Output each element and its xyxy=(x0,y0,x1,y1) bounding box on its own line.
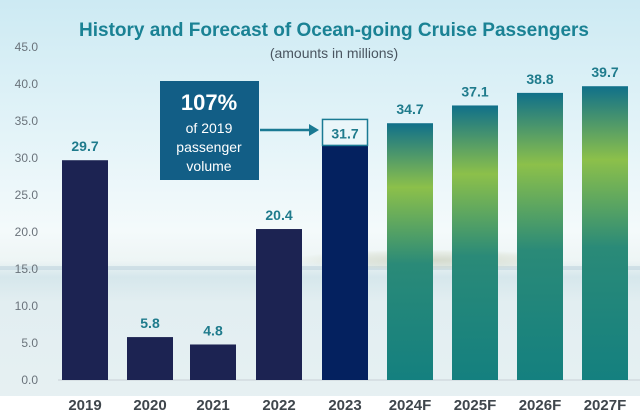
bar-2021 xyxy=(190,344,236,380)
x-tick-label: 2024F xyxy=(389,397,432,414)
y-tick-label: 45.0 xyxy=(15,40,39,54)
callout-arrow-head xyxy=(309,124,319,136)
bar-2023 xyxy=(322,145,368,380)
bar-2026F xyxy=(517,92,563,380)
x-tick-label: 2020 xyxy=(133,397,166,414)
callout-annotation: 107% of 2019 passenger volume xyxy=(160,81,319,180)
y-tick-label: 5.0 xyxy=(21,336,38,350)
x-tick-label: 2021 xyxy=(196,397,229,414)
x-tick-label: 2025F xyxy=(454,397,497,414)
y-tick-label: 25.0 xyxy=(15,188,39,202)
y-tick-label: 40.0 xyxy=(15,77,39,91)
x-tick-label: 2023 xyxy=(328,397,361,414)
bar-2024F xyxy=(387,123,433,380)
x-tick-label: 2022 xyxy=(262,397,295,414)
x-tick-label: 2026F xyxy=(519,397,562,414)
bars xyxy=(62,86,628,381)
value-label: 34.7 xyxy=(396,101,423,117)
chart-subtitle: (amounts in millions) xyxy=(270,45,398,61)
bar-2022 xyxy=(256,229,302,380)
value-label: 39.7 xyxy=(591,64,618,80)
value-label: 20.4 xyxy=(265,207,292,223)
y-tick-label: 10.0 xyxy=(15,299,39,313)
chart-title: History and Forecast of Ocean-going Crui… xyxy=(79,20,589,41)
bar-2027F xyxy=(582,86,628,380)
y-tick-label: 20.0 xyxy=(15,225,39,239)
y-tick-label: 0.0 xyxy=(21,373,38,387)
value-label: 37.1 xyxy=(461,83,488,99)
y-tick-label: 30.0 xyxy=(15,151,39,165)
bar-2025F xyxy=(452,105,498,381)
callout-box xyxy=(160,81,259,180)
value-label: 38.8 xyxy=(526,71,553,87)
y-tick-label: 35.0 xyxy=(15,114,39,128)
value-label: 29.7 xyxy=(71,138,98,154)
bar-2019 xyxy=(62,160,108,380)
y-axis: 0.0 5.0 10.0 15.0 20.0 25.0 30.0 35.0 40.0 45.0 xyxy=(15,40,39,387)
y-tick-label: 15.0 xyxy=(15,262,39,276)
x-tick-label: 2027F xyxy=(584,397,627,414)
value-label: 31.7 xyxy=(331,125,358,141)
highlight-label-box xyxy=(321,118,369,147)
x-axis: 2019 2020 2021 2022 2023 2024F 2025F 2026F 2027F xyxy=(68,397,626,414)
x-tick-label: 2019 xyxy=(68,397,101,414)
value-label: 5.8 xyxy=(140,315,160,331)
callout-line-3: volume xyxy=(186,158,231,174)
bar-2020 xyxy=(127,337,173,380)
callout-line-2: passenger xyxy=(176,139,242,155)
callout-percent: 107% xyxy=(181,90,237,115)
callout-line-1: of 2019 xyxy=(186,120,233,136)
value-label: 4.8 xyxy=(203,322,223,338)
bottom-band xyxy=(0,396,640,420)
value-labels: 29.7 5.8 4.8 20.4 31.7 34.7 37.1 38.8 39.7 xyxy=(71,64,618,338)
